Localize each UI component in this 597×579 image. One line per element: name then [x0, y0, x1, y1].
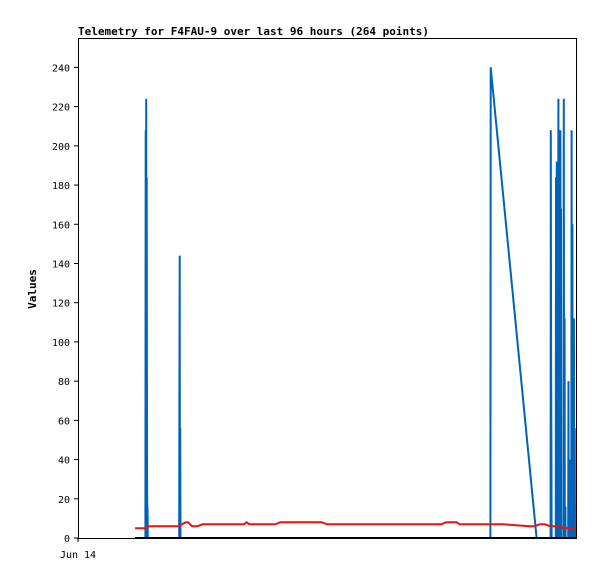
series-layer: [135, 67, 576, 539]
y-tick-label: 180: [52, 181, 70, 192]
plot-area-frame: [78, 38, 577, 539]
x-tick-label: Jun 14: [60, 550, 96, 561]
y-tick-label: 120: [52, 299, 70, 310]
series-line-1: [135, 521, 576, 530]
series-line-0: [144, 67, 576, 539]
y-tick-label: 160: [52, 220, 70, 231]
y-axis-label: Values: [26, 269, 39, 309]
y-tick-label: 100: [52, 338, 70, 349]
y-tick-label: 20: [58, 495, 70, 506]
y-tick-label: 220: [52, 103, 70, 114]
y-tick-label: 0: [64, 534, 70, 545]
y-tick-label: 240: [52, 63, 70, 74]
x-axis: Jun 14: [60, 538, 96, 561]
y-tick-label: 200: [52, 142, 70, 153]
y-axis: 0 20 40 60 80 100 120 140 160 180 200 220 240: [52, 63, 78, 545]
chart-title: Telemetry for F4FAU-9 over last 96 hours…: [78, 25, 429, 38]
y-tick-label: 80: [58, 377, 70, 388]
y-tick-label: 40: [58, 456, 70, 467]
y-tick-label: 60: [58, 416, 70, 427]
y-tick-label: 140: [52, 259, 70, 270]
